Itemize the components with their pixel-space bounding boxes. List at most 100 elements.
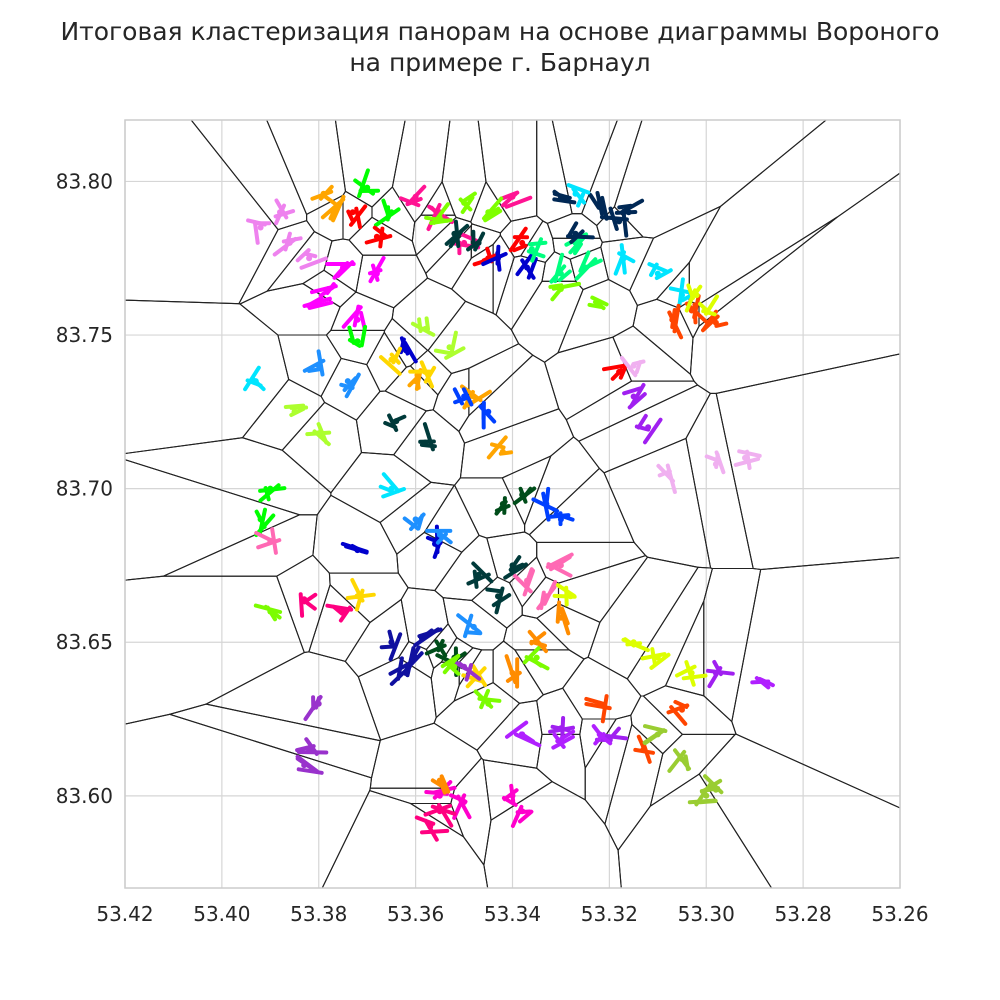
cluster-point	[482, 196, 504, 223]
cluster-point	[353, 168, 381, 198]
cluster-point	[379, 346, 402, 376]
cluster-point	[633, 734, 655, 764]
cluster-point	[408, 360, 437, 389]
voronoi-cell	[312, 494, 399, 574]
voronoi-cell	[125, 299, 290, 455]
cluster-point	[555, 600, 571, 636]
cluster-point	[383, 413, 407, 432]
cluster-point	[325, 260, 356, 280]
cluster-point	[368, 256, 386, 284]
cluster-point	[667, 748, 691, 773]
cluster-point	[552, 583, 577, 607]
cluster-point	[423, 803, 457, 828]
cluster-point	[449, 793, 472, 820]
voronoi-cell	[613, 120, 827, 239]
cluster-point	[584, 694, 612, 724]
cluster-point	[243, 365, 266, 392]
voronoi-cell	[501, 454, 552, 527]
voronoi-cell	[369, 722, 483, 789]
voronoi-cell	[125, 459, 302, 581]
voronoi-cell	[587, 556, 699, 680]
cluster-point	[341, 304, 367, 330]
cluster-point	[325, 603, 354, 623]
voronoi-cell	[688, 120, 900, 305]
x-tick-label: 53.42	[96, 902, 153, 926]
cluster-point	[364, 225, 393, 249]
voronoi-cell	[162, 514, 318, 577]
y-tick-label: 83.65	[56, 630, 113, 654]
cluster-point	[599, 206, 629, 238]
cluster-point	[320, 194, 346, 223]
cluster-point	[512, 486, 537, 506]
cluster-point	[399, 336, 418, 364]
cluster-point	[656, 463, 677, 494]
cluster-point	[613, 243, 636, 276]
cluster-point	[587, 295, 609, 311]
cluster-point	[466, 229, 486, 252]
voronoi-cell	[321, 789, 489, 888]
cluster-point	[733, 449, 762, 470]
voronoi-cell	[703, 567, 762, 723]
voronoi-cell	[468, 343, 534, 417]
cluster-point	[310, 184, 338, 207]
chart-title-line2: на примере г. Барнаул	[349, 48, 651, 77]
voronoi-cell	[664, 600, 705, 697]
cluster-point	[451, 659, 482, 682]
cluster-point	[305, 422, 332, 447]
cluster-point	[486, 435, 514, 460]
voronoi-cell	[557, 554, 649, 623]
cluster-point	[424, 638, 448, 658]
cluster-point	[704, 450, 726, 475]
voronoi-cell	[685, 392, 754, 570]
voronoi-cell	[281, 401, 363, 494]
y-axis: 83.80 83.75 83.70 83.65 83.60	[56, 169, 113, 807]
cluster-point	[668, 277, 694, 306]
cluster-point	[273, 198, 296, 226]
x-tick-label: 53.34	[484, 902, 541, 926]
voronoi-cell	[391, 120, 451, 224]
cluster-point	[310, 282, 338, 298]
cluster-point	[410, 316, 436, 337]
cluster-point	[527, 629, 548, 654]
cluster-point	[456, 613, 483, 639]
cluster-point	[684, 283, 703, 313]
cluster-point	[473, 688, 502, 710]
voronoi-cell	[125, 437, 332, 516]
cluster-point	[549, 252, 572, 284]
cluster-point	[647, 262, 673, 280]
voronoi-cell	[551, 120, 618, 215]
voronoi-cell	[510, 280, 584, 363]
y-tick-label: 83.75	[56, 323, 113, 347]
cluster-point	[666, 699, 690, 726]
voronoi-cell	[125, 575, 305, 725]
cluster-point	[591, 724, 613, 746]
cluster-point	[501, 783, 519, 807]
cluster-point	[706, 660, 735, 689]
cluster-point	[640, 647, 671, 670]
cluster-point	[295, 754, 324, 775]
x-tick-label: 53.38	[290, 902, 347, 926]
voronoi-cell	[731, 556, 900, 809]
voronoi-cell	[125, 120, 279, 305]
cluster-point	[272, 231, 303, 257]
voronoi-cell	[450, 243, 494, 315]
plot-area	[125, 120, 900, 888]
cluster-point	[504, 654, 522, 689]
cluster-point	[602, 363, 629, 381]
cluster-point	[253, 603, 283, 622]
x-tick-label: 53.36	[387, 902, 444, 926]
cluster-point	[444, 219, 470, 249]
cluster-point	[505, 720, 542, 748]
cluster-point	[510, 804, 534, 828]
voronoi-cell	[630, 695, 684, 755]
voronoi-cell	[167, 703, 381, 779]
voronoi-cell	[204, 651, 382, 742]
x-tick-label: 53.26	[871, 902, 928, 926]
cluster-point	[402, 512, 426, 531]
x-tick-label: 53.40	[193, 902, 250, 926]
cluster-point	[466, 561, 494, 589]
cluster-point	[398, 184, 427, 208]
cluster-point	[526, 237, 548, 263]
cluster-point	[481, 244, 508, 272]
